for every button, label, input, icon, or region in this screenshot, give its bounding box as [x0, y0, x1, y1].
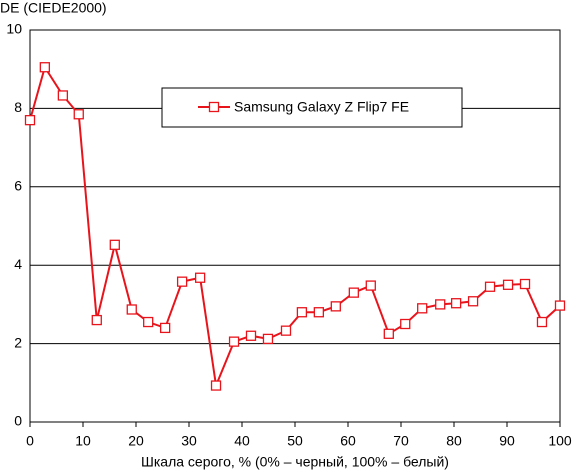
data-point: [91, 314, 102, 326]
data-point: [262, 333, 274, 345]
data-point: [39, 62, 50, 73]
legend-label: Samsung Galaxy Z Flip7 FE: [234, 99, 409, 115]
data-point: [210, 380, 222, 391]
x-tick-label: 80: [446, 433, 462, 449]
x-tick-label: 20: [128, 433, 144, 449]
y-axis-label: DE (CIEDE2000): [0, 0, 107, 16]
plot-frame: [29, 29, 561, 423]
y-tick-label: 0: [14, 413, 22, 429]
data-point: [467, 296, 479, 307]
data-point: [554, 300, 566, 311]
data-point: [400, 318, 411, 330]
x-tick-label: 70: [393, 433, 409, 449]
data-point: [143, 316, 154, 328]
data-point: [313, 307, 325, 318]
y-tick-label: 4: [14, 256, 22, 272]
data-point: [296, 307, 308, 318]
x-tick-label: 30: [181, 433, 197, 449]
data-point: [365, 280, 376, 291]
data-point: [280, 325, 292, 336]
data-point: [502, 279, 514, 290]
x-tick-label: 0: [26, 433, 34, 449]
x-tick-label: 10: [75, 433, 91, 449]
x-tick-label: 60: [340, 433, 356, 449]
data-point: [484, 281, 496, 292]
data-point: [126, 304, 137, 315]
data-point: [330, 301, 341, 312]
y-tick-label: 6: [14, 178, 22, 194]
x-tick-label: 40: [234, 433, 250, 449]
data-point: [450, 298, 462, 309]
data-point: [176, 276, 188, 287]
data-point: [245, 330, 257, 341]
data-point: [348, 287, 359, 298]
y-tick-label: 10: [6, 21, 22, 37]
data-point: [435, 299, 446, 310]
data-point: [73, 109, 84, 120]
x-axis-label: Шкала серого, % (0% – черный, 100% – бел…: [141, 454, 449, 470]
data-point: [57, 90, 69, 101]
data-point: [109, 239, 120, 250]
data-point: [383, 328, 394, 339]
x-tick-label: 100: [548, 433, 572, 449]
y-tick-label: 8: [14, 99, 22, 115]
data-point: [519, 278, 531, 290]
data-point: [194, 272, 206, 283]
data-point: [24, 115, 36, 126]
x-tick-label: 50: [287, 433, 303, 449]
y-tick-label: 2: [14, 334, 22, 350]
data-point: [159, 322, 171, 334]
data-point: [228, 336, 240, 347]
data-point: [536, 316, 548, 328]
legend-marker: [208, 101, 220, 113]
data-point: [417, 303, 428, 314]
x-tick-label: 90: [499, 433, 515, 449]
